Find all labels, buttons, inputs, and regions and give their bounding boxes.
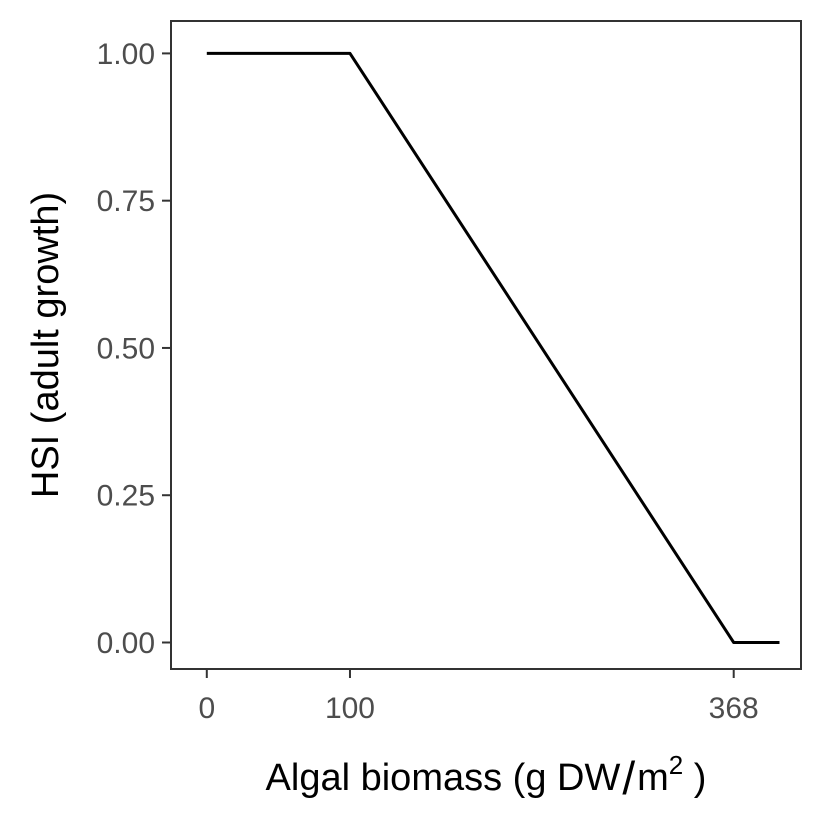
- x-axis-title: Algal biomass (g DW/m2 ): [266, 750, 707, 804]
- x-axis: 0 100 368: [198, 669, 759, 725]
- y-tick-label: 0.50: [97, 332, 155, 365]
- y-axis: 0.00 0.25 0.50 0.75 1.00: [97, 38, 171, 660]
- x-axis-title-superscript: 2: [669, 750, 683, 780]
- plot-area: [170, 20, 802, 670]
- x-tick-label: 100: [325, 692, 375, 725]
- y-tick-label: 0.00: [97, 627, 155, 660]
- x-tick-label: 0: [198, 692, 215, 725]
- x-axis-title-slash: /: [622, 752, 635, 804]
- x-axis-title-close: ): [683, 757, 706, 799]
- y-tick-label: 0.75: [97, 185, 155, 218]
- x-axis-title-main: Algal biomass (g DW: [266, 757, 621, 799]
- series-line-0: [206, 51, 780, 644]
- y-tick-label: 0.25: [97, 480, 155, 513]
- x-axis-title-unit: m: [637, 757, 669, 799]
- y-axis-title: HSI (adult growth): [25, 192, 67, 498]
- x-tick-label: 368: [709, 692, 759, 725]
- y-tick-label: 1.00: [97, 38, 155, 71]
- panel-border: [170, 20, 802, 670]
